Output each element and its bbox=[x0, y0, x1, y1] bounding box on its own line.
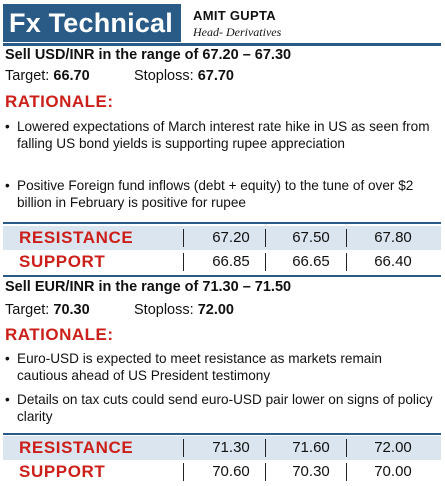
cell-separator bbox=[183, 463, 184, 481]
resistance-row: RESISTANCE 71.30 71.60 72.00 bbox=[3, 436, 441, 460]
resistance-value: 67.80 bbox=[374, 229, 412, 246]
eur-rationale-bullet: • Euro-USD is expected to meet resistanc… bbox=[5, 351, 435, 384]
eur-target-label: Target: bbox=[5, 302, 50, 318]
resistance-value: 71.60 bbox=[292, 439, 330, 456]
eur-stoploss-value: 72.00 bbox=[197, 302, 234, 318]
bullet-text: Details on tax cuts could send euro-USD … bbox=[17, 392, 433, 424]
support-value: 66.85 bbox=[212, 253, 250, 270]
header-rule bbox=[3, 43, 441, 46]
cell-separator bbox=[265, 463, 266, 481]
support-value: 70.00 bbox=[374, 463, 412, 480]
bullet-dot-icon: • bbox=[5, 351, 10, 366]
cell-separator bbox=[346, 439, 347, 457]
support-label: SUPPORT bbox=[19, 252, 106, 271]
eur-target-value: 70.30 bbox=[53, 302, 90, 318]
resistance-value: 72.00 bbox=[374, 439, 412, 456]
resistance-row: RESISTANCE 67.20 67.50 67.80 bbox=[3, 226, 441, 250]
usd-stoploss-label: Stoploss: bbox=[134, 68, 194, 84]
resistance-value: 67.20 bbox=[212, 229, 250, 246]
cell-separator bbox=[183, 253, 184, 271]
section-divider bbox=[3, 433, 441, 435]
resistance-value: 67.50 bbox=[292, 229, 330, 246]
cell-separator bbox=[183, 439, 184, 457]
usd-target: Target: 66.70 bbox=[5, 68, 90, 84]
bullet-dot-icon: • bbox=[5, 119, 10, 134]
bullet-text: Lowered expectations of March interest r… bbox=[17, 119, 430, 151]
eur-stoploss-label: Stoploss: bbox=[134, 302, 194, 318]
support-label: SUPPORT bbox=[19, 462, 106, 481]
support-row: SUPPORT 70.60 70.30 70.00 bbox=[3, 460, 441, 484]
author-name: AMIT GUPTA bbox=[193, 8, 276, 23]
section-divider bbox=[3, 222, 441, 224]
bullet-dot-icon: • bbox=[5, 178, 10, 193]
cell-separator bbox=[265, 439, 266, 457]
usd-stoploss: Stoploss: 67.70 bbox=[134, 68, 234, 84]
author-block: AMIT GUPTA Head- Derivatives bbox=[183, 4, 441, 42]
usd-rationale-bullet: • Positive Foreign fund inflows (debt + … bbox=[5, 178, 435, 211]
support-value: 66.65 bbox=[292, 253, 330, 270]
header: Fx Technical AMIT GUPTA Head- Derivative… bbox=[3, 4, 441, 42]
eur-rationale-bullet: • Details on tax cuts could send euro-US… bbox=[5, 392, 435, 425]
section-divider bbox=[3, 275, 441, 277]
eur-rationale-heading: RATIONALE: bbox=[5, 325, 114, 344]
usd-target-value: 66.70 bbox=[53, 68, 90, 84]
support-value: 66.40 bbox=[374, 253, 412, 270]
bullet-dot-icon: • bbox=[5, 392, 10, 407]
usd-stoploss-value: 67.70 bbox=[197, 68, 234, 84]
usd-rationale-bullet: • Lowered expectations of March interest… bbox=[5, 119, 435, 152]
cell-separator bbox=[265, 253, 266, 271]
cell-separator bbox=[346, 253, 347, 271]
eur-section-title: Sell EUR/INR in the range of 71.30 – 71.… bbox=[5, 279, 292, 295]
brand-title: Fx Technical bbox=[3, 4, 181, 42]
resistance-label: RESISTANCE bbox=[19, 228, 134, 247]
bullet-text: Euro-USD is expected to meet resistance … bbox=[17, 351, 382, 383]
eur-levels-table: RESISTANCE 71.30 71.60 72.00 SUPPORT 70.… bbox=[3, 436, 441, 484]
resistance-value: 71.30 bbox=[212, 439, 250, 456]
support-value: 70.60 bbox=[212, 463, 250, 480]
cell-separator bbox=[346, 229, 347, 247]
author-role: Head- Derivatives bbox=[193, 25, 282, 39]
support-row: SUPPORT 66.85 66.65 66.40 bbox=[3, 250, 441, 274]
eur-target: Target: 70.30 bbox=[5, 302, 90, 318]
usd-rationale-heading: RATIONALE: bbox=[5, 92, 114, 111]
resistance-label: RESISTANCE bbox=[19, 438, 134, 457]
usd-target-label: Target: bbox=[5, 68, 50, 84]
bullet-text: Positive Foreign fund inflows (debt + eq… bbox=[17, 178, 414, 210]
cell-separator bbox=[183, 229, 184, 247]
usd-section-title: Sell USD/INR in the range of 67.20 – 67.… bbox=[5, 47, 292, 63]
usd-levels-table: RESISTANCE 67.20 67.50 67.80 SUPPORT 66.… bbox=[3, 226, 441, 274]
support-value: 70.30 bbox=[292, 463, 330, 480]
cell-separator bbox=[346, 463, 347, 481]
cell-separator bbox=[265, 229, 266, 247]
eur-stoploss: Stoploss: 72.00 bbox=[134, 302, 234, 318]
